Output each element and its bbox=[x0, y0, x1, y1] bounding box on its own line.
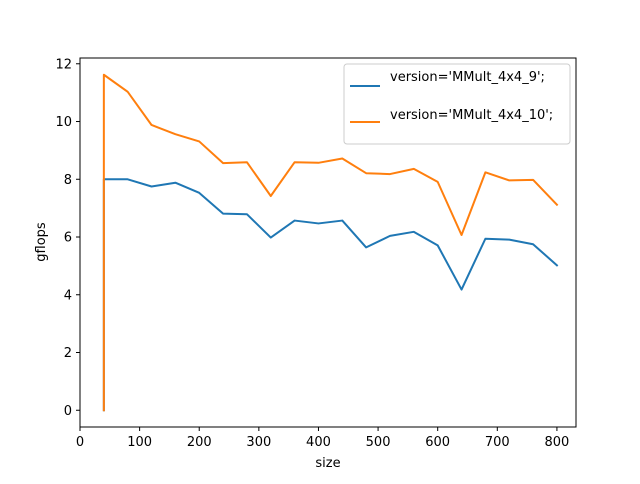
y-tick-label: 6 bbox=[64, 231, 72, 246]
series-line-2 bbox=[102, 73, 559, 412]
x-tick-label: 100 bbox=[127, 435, 152, 450]
x-tick-label: 300 bbox=[246, 435, 271, 450]
x-tick-label: 700 bbox=[485, 435, 510, 450]
x-axis-label: size bbox=[315, 456, 340, 471]
x-tick-label: 600 bbox=[425, 435, 450, 450]
y-tick-label: 12 bbox=[55, 57, 72, 72]
x-tick-label: 400 bbox=[306, 435, 331, 450]
plot-lines bbox=[102, 73, 559, 412]
legend: version='MMult_4x4_9'; version='MMult_4x… bbox=[343, 63, 571, 145]
x-tick-label: 500 bbox=[366, 435, 391, 450]
series-line-1 bbox=[102, 178, 559, 412]
y-tick-label: 2 bbox=[64, 346, 72, 361]
plot-frame bbox=[79, 57, 577, 428]
y-axis: 0 2 4 6 8 10 12 bbox=[55, 57, 80, 419]
y-tick-label: 8 bbox=[64, 173, 72, 188]
x-tick-label: 0 bbox=[76, 435, 84, 450]
legend-box bbox=[343, 63, 571, 145]
legend-label-series-1: version='MMult_4x4_9'; bbox=[390, 70, 545, 85]
x-tick-label: 800 bbox=[545, 435, 570, 450]
y-tick-label: 0 bbox=[64, 404, 72, 419]
legend-label-series-2: version='MMult_4x4_10'; bbox=[390, 108, 553, 123]
y-tick-label: 4 bbox=[64, 288, 72, 303]
y-tick-label: 10 bbox=[55, 115, 72, 130]
x-axis: 0 100 200 300 400 500 600 700 800 bbox=[76, 427, 569, 450]
y-axis-label: gflops bbox=[34, 222, 49, 262]
x-tick-label: 200 bbox=[187, 435, 212, 450]
